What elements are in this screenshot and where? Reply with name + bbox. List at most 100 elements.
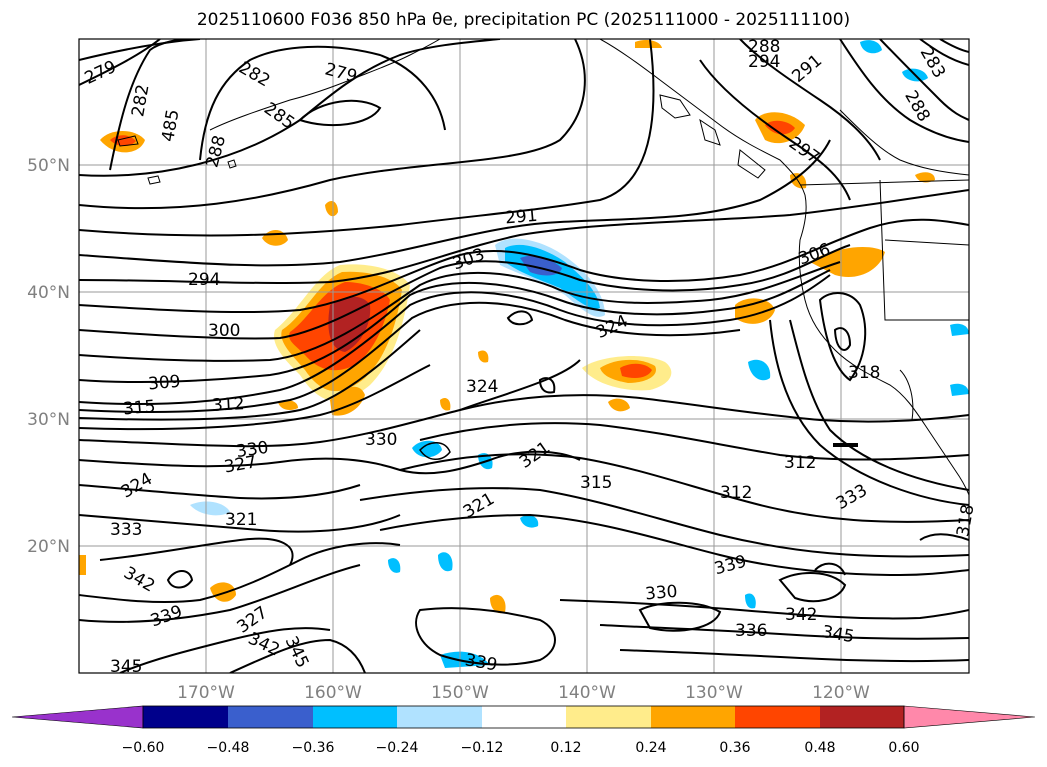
contour-label: 318 bbox=[953, 503, 978, 538]
contour-line bbox=[79, 274, 831, 406]
precip-blob-positive bbox=[915, 172, 935, 183]
contour-line bbox=[79, 269, 831, 384]
contour-line bbox=[638, 601, 722, 632]
contour-label: 300 bbox=[208, 321, 240, 341]
contour-label: 345 bbox=[110, 657, 142, 677]
contour-line bbox=[79, 39, 161, 86]
colorbar-tick-label: 0.60 bbox=[888, 740, 919, 756]
contour-line bbox=[559, 599, 969, 620]
coastline bbox=[799, 179, 969, 186]
precip-blob-negative bbox=[860, 40, 882, 54]
contour-label: 330 bbox=[235, 438, 270, 462]
lon-tick-label: 120°W bbox=[812, 683, 870, 703]
contour-line bbox=[79, 364, 431, 431]
contour-line bbox=[119, 627, 331, 673]
contour-line bbox=[79, 218, 969, 314]
contour-label: 288 bbox=[900, 87, 934, 125]
island bbox=[227, 159, 237, 169]
precip-blob-positive bbox=[278, 400, 298, 410]
contour-line bbox=[538, 377, 556, 394]
contour-line bbox=[229, 638, 366, 673]
precip-blob-positive bbox=[608, 398, 630, 412]
contour-label: 291 bbox=[504, 206, 538, 229]
lat-tick-label: 30°N bbox=[27, 410, 70, 430]
colorbar-swatch bbox=[482, 706, 566, 728]
colorbar-swatch bbox=[228, 706, 313, 728]
contour-line bbox=[79, 484, 361, 500]
contour-label: 288 bbox=[748, 37, 780, 57]
contour-line bbox=[939, 39, 969, 53]
contour-line bbox=[298, 99, 382, 127]
contour-line bbox=[419, 442, 451, 460]
plot-frame bbox=[78, 38, 970, 674]
colorbar-tick-label: −0.36 bbox=[292, 740, 335, 756]
precip-blob-positive bbox=[210, 582, 236, 602]
contour-line bbox=[818, 292, 867, 382]
contour-label: 333 bbox=[110, 520, 142, 540]
contour-line bbox=[789, 319, 969, 491]
contour-label: 342 bbox=[785, 605, 817, 625]
coastline bbox=[209, 39, 441, 131]
coastline bbox=[899, 369, 914, 421]
lat-tick-labels: 50°N 40°N 30°N 20°N bbox=[27, 156, 70, 557]
colorbar-swatch bbox=[313, 706, 397, 728]
coastline bbox=[879, 179, 969, 321]
contour-line bbox=[379, 513, 969, 577]
contour-label: 318 bbox=[848, 363, 880, 383]
precip-blob-negative bbox=[520, 515, 539, 528]
contour-line bbox=[839, 39, 969, 143]
contour-line bbox=[99, 537, 294, 566]
contour-line bbox=[415, 607, 556, 666]
lat-tick-label: 40°N bbox=[27, 283, 70, 303]
contour-label: 330 bbox=[644, 582, 678, 605]
contour-label: 279 bbox=[323, 59, 360, 87]
contour-line bbox=[79, 39, 501, 177]
contour-line bbox=[459, 394, 969, 423]
contour-line bbox=[79, 261, 841, 362]
colorbar-min-extension bbox=[11, 705, 144, 729]
contour-label: 345 bbox=[820, 622, 855, 647]
contour-label: 315 bbox=[122, 397, 156, 420]
lon-tick-label: 140°W bbox=[558, 683, 616, 703]
theta-e-contours bbox=[79, 39, 969, 673]
colorbar-frame bbox=[142, 705, 905, 729]
contour-label: 309 bbox=[147, 372, 181, 395]
precip-blob-positive bbox=[490, 594, 506, 614]
contour-label: 333 bbox=[833, 480, 871, 514]
contour-label: 324 bbox=[118, 469, 156, 503]
precip-blob-negative bbox=[748, 359, 771, 381]
precip-blob-positive bbox=[325, 200, 338, 217]
contour-line bbox=[166, 570, 194, 589]
colorbar-tick-label: −0.24 bbox=[376, 740, 419, 756]
precip-blob-positive bbox=[262, 229, 288, 246]
colorbar-tick-label: 0.36 bbox=[719, 740, 750, 756]
island bbox=[147, 175, 161, 185]
colorbar-swatch bbox=[397, 706, 482, 728]
contour-label: 324 bbox=[466, 377, 498, 397]
precip-blob-positive bbox=[735, 298, 775, 324]
contour-line bbox=[879, 39, 969, 121]
colorbar-swatch bbox=[820, 706, 904, 728]
colorbar-tick-label: −0.12 bbox=[461, 740, 504, 756]
precip-blob-negative bbox=[388, 558, 401, 573]
contour-line bbox=[79, 244, 851, 340]
contour-label: 315 bbox=[580, 473, 612, 493]
coastline bbox=[599, 39, 969, 496]
contour-labels: 279 282 485 288 282 285 279 288 294 291 … bbox=[82, 37, 979, 677]
contour-label: 339 bbox=[463, 650, 498, 675]
contour-label: 312 bbox=[784, 453, 816, 473]
precip-blob-negative bbox=[950, 383, 969, 396]
contour-line bbox=[506, 310, 534, 326]
contour-label: 282 bbox=[235, 58, 273, 92]
island bbox=[117, 135, 139, 147]
contour-label: 285 bbox=[260, 99, 298, 134]
precip-blob-negative bbox=[950, 323, 969, 336]
colorbar-swatch bbox=[566, 706, 651, 728]
coastlines bbox=[117, 39, 969, 496]
contour-line bbox=[79, 39, 201, 61]
contour-line bbox=[599, 624, 969, 640]
precip-blob-positive bbox=[440, 398, 451, 411]
contour-line bbox=[79, 564, 361, 623]
precip-blob-negative bbox=[412, 440, 442, 458]
precip-blob-negative bbox=[745, 593, 756, 609]
